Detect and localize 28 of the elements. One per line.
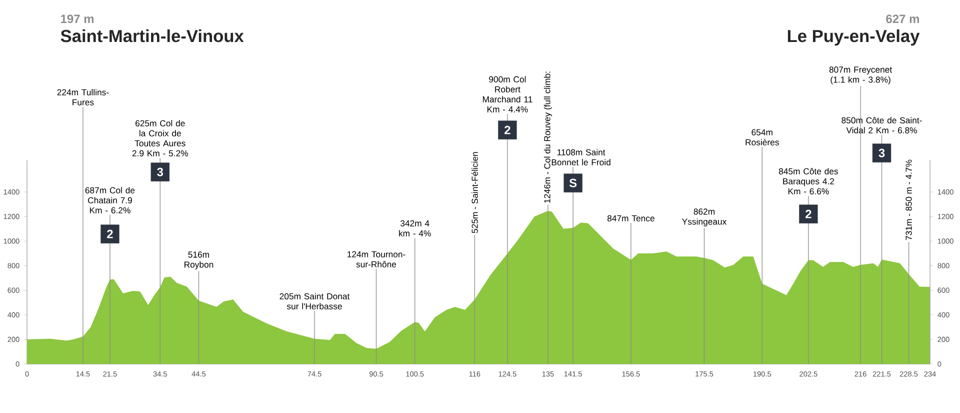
text: 627 m [886,14,919,24]
ref-line-label: 654m Rosières [746,129,779,146]
ref-line-label: 342m 4 km - 4% [399,220,431,236]
text: 197 m [61,14,94,24]
ref-line-label: 224m Tullins-Fures [57,89,109,106]
ref-line-label: 687m Col de Chatain 7.9 Km - 6.2% [85,187,135,214]
ref-line-label: 516m Roybon [184,252,214,270]
annotation: 2 [107,230,113,238]
text: Saint-Martin-le-Vinoux [60,29,244,42]
ref-line-label: 124m Tournon-sur-Rhône [348,251,406,268]
annotation: 3 [157,168,164,176]
annotation: 2 [504,126,510,134]
annotation: S [569,178,577,188]
ref-line-label: 1108m Saint Bonnet le Froid [552,149,610,166]
ref-line-label: 845m Côte des Baraques 4.2 Km - 6.6% [778,168,838,194]
ref-line-label: 862m Yssingeaux [682,208,727,226]
ref-line-label: 525m - Saint-Félicien [471,152,478,234]
ref-line-label: 807m Freycenet (1.1 km - 3.8%) [829,66,892,84]
annotation: 3 [878,148,885,158]
ref-line-label: 900m Col Robert Marchand 11 Km - 4.4% [482,76,532,112]
ref-line-label: 1246m - Col du Rouvey (full climb: [544,72,552,203]
ref-line-label: 625m Col de la Croix de Toutes Aures 2.9 Km - 5.2% [132,120,188,156]
text: Le Puy-en-Velay [788,29,920,46]
annotation: 2 [806,210,812,218]
ref-line-label: 847m Tence [607,215,654,222]
ref-line-label: 850m Côte de Saint-Vidal 2 Km - 6.8% [842,117,922,134]
ref-line-label: 205m Saint Donat sur l'Herbasse [280,293,350,310]
ref-line-label: 731m - 850 m - 4.7% [906,160,912,240]
